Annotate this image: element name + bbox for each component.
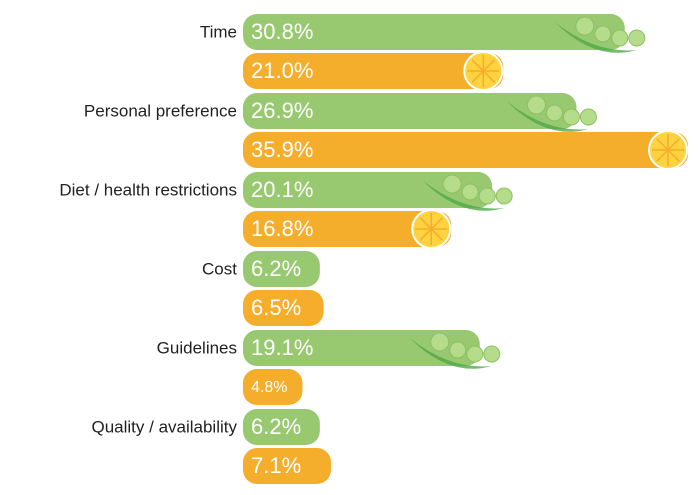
value-label: 26.9% — [251, 98, 313, 123]
bar — [243, 251, 320, 287]
category-label: Cost — [202, 259, 237, 278]
pea — [575, 16, 595, 36]
pea — [449, 341, 467, 359]
bar — [243, 14, 625, 50]
pea-pod — [554, 22, 637, 53]
orange-segment — [667, 149, 680, 162]
orange-segment — [482, 70, 496, 83]
orange-segment — [419, 228, 432, 241]
orange-segment — [667, 138, 680, 151]
bar — [243, 53, 504, 89]
category-label: Guidelines — [157, 338, 237, 357]
pea — [579, 108, 597, 126]
pea — [461, 183, 479, 201]
value-label: 21.0% — [251, 58, 313, 83]
value-label: 4.8% — [251, 379, 287, 396]
value-label: 6.2% — [251, 414, 301, 439]
value-label: 30.8% — [251, 19, 313, 44]
pea — [562, 108, 580, 126]
bar — [243, 93, 577, 129]
orange-segment — [430, 217, 444, 230]
orange-segment — [430, 228, 444, 241]
value-label: 20.1% — [251, 177, 313, 202]
pea-pod — [506, 101, 589, 132]
orange-segment — [482, 59, 496, 72]
value-label: 6.5% — [251, 295, 301, 320]
pea — [466, 345, 484, 363]
orange-segment — [471, 59, 484, 72]
pea — [545, 104, 563, 122]
pea — [594, 25, 612, 43]
pea — [526, 95, 546, 115]
bar — [243, 172, 493, 208]
bar — [243, 290, 324, 326]
orange-segment — [419, 217, 432, 230]
orange-segment — [656, 149, 669, 162]
value-label: 6.2% — [251, 256, 301, 281]
pea — [483, 345, 501, 363]
bar — [243, 369, 303, 405]
value-label: 7.1% — [251, 453, 301, 478]
bar — [243, 132, 688, 168]
category-label: Time — [200, 22, 237, 41]
pea — [442, 174, 462, 194]
pea-pod — [422, 180, 505, 211]
orange-segment — [656, 138, 669, 151]
bar — [243, 330, 480, 366]
bar — [243, 448, 332, 484]
value-label: 19.1% — [251, 335, 313, 360]
category-label: Diet / health restrictions — [59, 180, 237, 199]
value-label: 16.8% — [251, 216, 313, 241]
bar — [243, 211, 452, 247]
orange-segment — [471, 70, 484, 83]
pea-pod — [409, 338, 492, 369]
value-label: 35.9% — [251, 137, 313, 162]
bar — [243, 409, 320, 445]
pea — [495, 187, 513, 205]
category-label: Quality / availability — [91, 417, 237, 436]
pea — [430, 332, 450, 352]
pea — [478, 187, 496, 205]
pea — [628, 29, 646, 47]
category-label: Personal preference — [84, 101, 237, 120]
pea — [611, 29, 629, 47]
